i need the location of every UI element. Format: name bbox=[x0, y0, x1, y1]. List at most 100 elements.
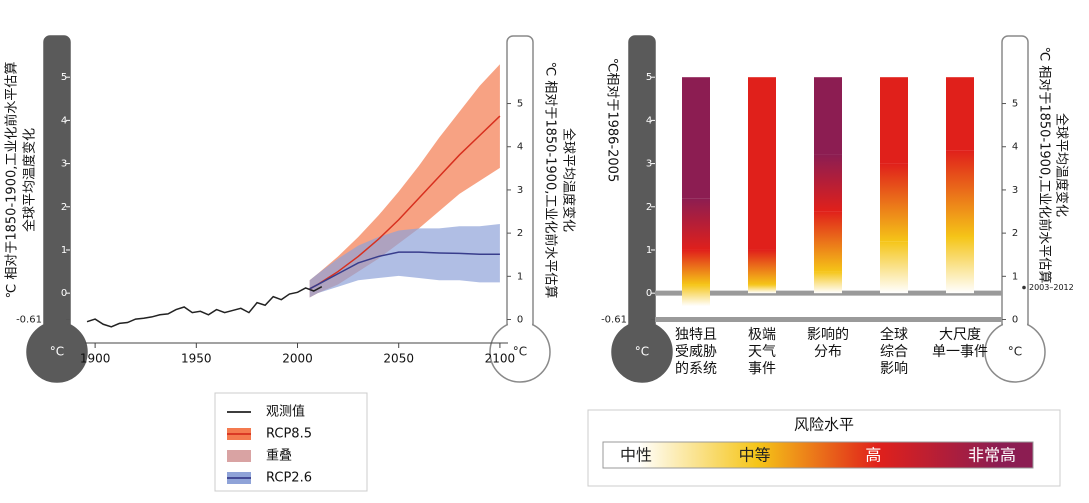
series-line bbox=[309, 251, 500, 290]
y2-tick-label: 4 bbox=[517, 142, 523, 153]
y-tick-label: 3 bbox=[61, 159, 67, 170]
y-tick-label: -0.61 bbox=[16, 315, 42, 326]
category-label: 独特且 bbox=[675, 327, 717, 343]
axis-title: 全球平均温度变化 bbox=[22, 128, 38, 232]
risk-segment bbox=[814, 77, 842, 155]
legend-title: 风险水平 bbox=[794, 416, 854, 434]
y2-tick-label: 1 bbox=[517, 271, 523, 282]
category-label: 综合 bbox=[880, 344, 908, 360]
category-label: 影响 bbox=[880, 361, 908, 377]
right-thermometer bbox=[984, 35, 1046, 383]
legend: 观测值 RCP8.5 重叠 RCP2.6 bbox=[214, 392, 368, 492]
unit-label: °C bbox=[1008, 345, 1022, 359]
axis-title: ℃ 相对于1850-1900,工业化前水平估算 bbox=[1037, 47, 1053, 284]
category-label: 极端 bbox=[748, 327, 776, 343]
x-tick-label: 1950 bbox=[181, 352, 212, 366]
risk-segment bbox=[946, 150, 974, 238]
risk-segment bbox=[946, 237, 974, 294]
category-label: 受威胁 bbox=[675, 344, 717, 360]
annotation: 2003–2012 bbox=[1029, 283, 1074, 292]
risk-segment bbox=[814, 211, 842, 272]
y-tick-label: 2 bbox=[646, 202, 652, 213]
y2-tick-label: 3 bbox=[517, 185, 523, 196]
axis-title: ℃ 相对于1850-1900,工业化前水平估算 bbox=[543, 62, 559, 299]
x-tick-label: 1900 bbox=[80, 352, 111, 366]
risk-segment bbox=[748, 249, 776, 285]
risk-segment bbox=[946, 77, 974, 151]
axis-title: 全球平均温度变化 bbox=[1054, 113, 1070, 217]
legend-label: 高 bbox=[865, 446, 881, 465]
y2-tick-label: 2 bbox=[517, 228, 523, 239]
thermometer-joint bbox=[1003, 318, 1027, 334]
legend-label: 中等 bbox=[739, 446, 771, 465]
risk-segment bbox=[748, 77, 776, 250]
axis-title: 全球平均温度变化 bbox=[561, 128, 577, 232]
risk-segment bbox=[814, 271, 842, 294]
legend-label: 非常高 bbox=[968, 446, 1016, 465]
risk-segment bbox=[880, 241, 908, 294]
y-tick-label: 5 bbox=[61, 72, 67, 83]
annotation-marker bbox=[1022, 285, 1026, 290]
legend-label: RCP2.6 bbox=[266, 471, 312, 486]
category-label: 大尺度 bbox=[939, 327, 981, 343]
uncertainty-band bbox=[309, 224, 500, 298]
category-label: 事件 bbox=[748, 361, 776, 377]
legend-swatch bbox=[227, 450, 251, 462]
legend-label: 中性 bbox=[620, 446, 652, 465]
risk-segment bbox=[682, 198, 710, 250]
y-tick-label: 4 bbox=[61, 115, 67, 126]
risk-segment bbox=[682, 249, 710, 285]
y2-tick-label: 1 bbox=[1012, 271, 1018, 282]
category-label: 全球 bbox=[880, 326, 908, 343]
legend-label: 观测值 bbox=[266, 404, 305, 420]
unit-label: °C bbox=[635, 345, 649, 359]
series-line bbox=[86, 286, 323, 328]
risk-segment bbox=[682, 284, 710, 307]
thermometer-bulb bbox=[611, 321, 673, 383]
y2-tick-label: 0 bbox=[517, 315, 523, 326]
x-tick-label: 2100 bbox=[485, 352, 516, 366]
risk-segment bbox=[748, 284, 776, 294]
category-label: 分布 bbox=[814, 344, 842, 360]
x-tick-label: 2050 bbox=[383, 352, 414, 366]
y2-tick-label: 5 bbox=[1012, 99, 1018, 110]
y-tick-label: 1 bbox=[646, 245, 652, 256]
y-tick-label: 5 bbox=[646, 72, 652, 83]
uncertainty-band bbox=[309, 64, 500, 298]
y2-tick-label: 2 bbox=[1012, 228, 1018, 239]
legend-label: RCP8.5 bbox=[266, 427, 312, 442]
unit-label: °C bbox=[50, 345, 64, 359]
category-label: 的系统 bbox=[675, 361, 717, 377]
risk-segment bbox=[814, 154, 842, 212]
category-label: 单一事件 bbox=[932, 344, 988, 360]
category-label: 影响的 bbox=[807, 327, 849, 343]
series-line bbox=[309, 115, 501, 290]
y-tick-label: 3 bbox=[646, 159, 652, 170]
category-label: 天气 bbox=[748, 344, 776, 360]
legend-label: 重叠 bbox=[266, 448, 292, 464]
left-thermometer bbox=[611, 35, 673, 383]
y-tick-label: 4 bbox=[646, 115, 652, 126]
axis-title: ℃ 相对于1850-1900,工业化前水平估算 bbox=[4, 62, 20, 299]
y2-tick-label: 0 bbox=[1012, 315, 1018, 326]
risk-segment bbox=[880, 77, 908, 164]
risk-segment bbox=[880, 163, 908, 242]
y-tick-label: 1 bbox=[61, 245, 67, 256]
y2-tick-label: 5 bbox=[517, 99, 523, 110]
x-tick-label: 2000 bbox=[282, 352, 313, 366]
unit-label: °C bbox=[513, 345, 527, 359]
thermometer-bulb bbox=[26, 321, 88, 383]
risk-segment bbox=[682, 77, 710, 199]
thermometer-joint bbox=[508, 318, 532, 334]
y2-tick-label: 4 bbox=[1012, 142, 1018, 153]
y-tick-label: -0.61 bbox=[601, 315, 627, 326]
y-tick-label: 2 bbox=[61, 202, 67, 213]
left-thermometer bbox=[26, 35, 88, 383]
y-tick-label: 0 bbox=[646, 288, 652, 299]
y2-tick-label: 3 bbox=[1012, 185, 1018, 196]
legend-gradient bbox=[602, 441, 1034, 469]
axis-title: ℃相对于1986-2005 bbox=[605, 58, 620, 182]
right-thermometer bbox=[489, 35, 551, 383]
